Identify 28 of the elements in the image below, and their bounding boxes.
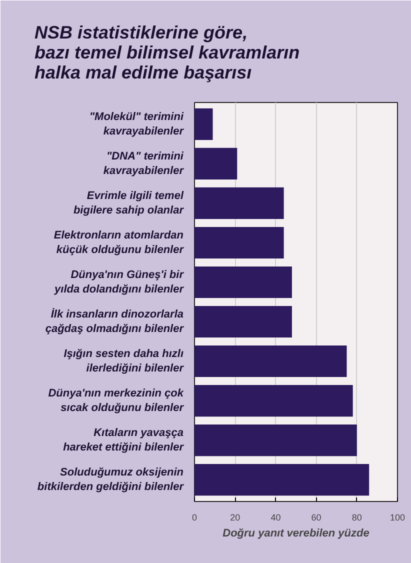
y-tick-label: Dünya'nın merkezinin çok sıcak olduğunu bilenler (48, 388, 184, 414)
bar (194, 108, 213, 140)
y-tick-label: İlk insanların dinozorlarla çağdaş olmadığını bilenler (45, 308, 184, 335)
bar (194, 148, 238, 180)
x-tick-label: 20 (230, 512, 240, 522)
y-tick-label: Dünya'nın Güneş'i bir yılda dolandığını bilenler (54, 269, 184, 296)
x-tick-label: 40 (270, 512, 281, 522)
y-tick-label: Soluduğumuz oksijenin bitkilerden geldiğini bilenler (37, 466, 184, 493)
bar (194, 384, 353, 417)
y-tick-label: Elektronların atomlardan küçük olduğunu bilenler (54, 230, 184, 256)
x-tick-label: 60 (311, 512, 322, 522)
y-tick-label: Işığın sesten daha hızlı ilerlediğini bilenler (64, 348, 184, 374)
bar (194, 345, 347, 378)
x-tick-label: 0 (192, 512, 198, 522)
bar (194, 226, 284, 259)
chart-title: NSB istatistiklerine göre, bazı temel bilimsel kavramların halka mal edilme başarısı (34, 22, 300, 82)
bar (194, 266, 292, 298)
x-tick-label: 80 (352, 512, 362, 522)
bar (194, 306, 292, 338)
y-tick-label: Evrimle ilgili temel bigilere sahip olanlar (73, 190, 184, 216)
y-tick-label: Kıtaların yavaşça hareket ettiğini bilenler (63, 427, 184, 454)
y-tick-label: "Molekül" terimini kavrayabilenler (89, 111, 184, 138)
bar (194, 187, 284, 220)
bar (194, 424, 357, 456)
y-tick-label: "DNA" terimini kavrayabilenler (103, 150, 184, 177)
x-axis-title: Doğru yanıt verebilen yüzde (222, 528, 370, 540)
x-tick-label: 100 (390, 512, 406, 522)
bar (194, 464, 370, 496)
